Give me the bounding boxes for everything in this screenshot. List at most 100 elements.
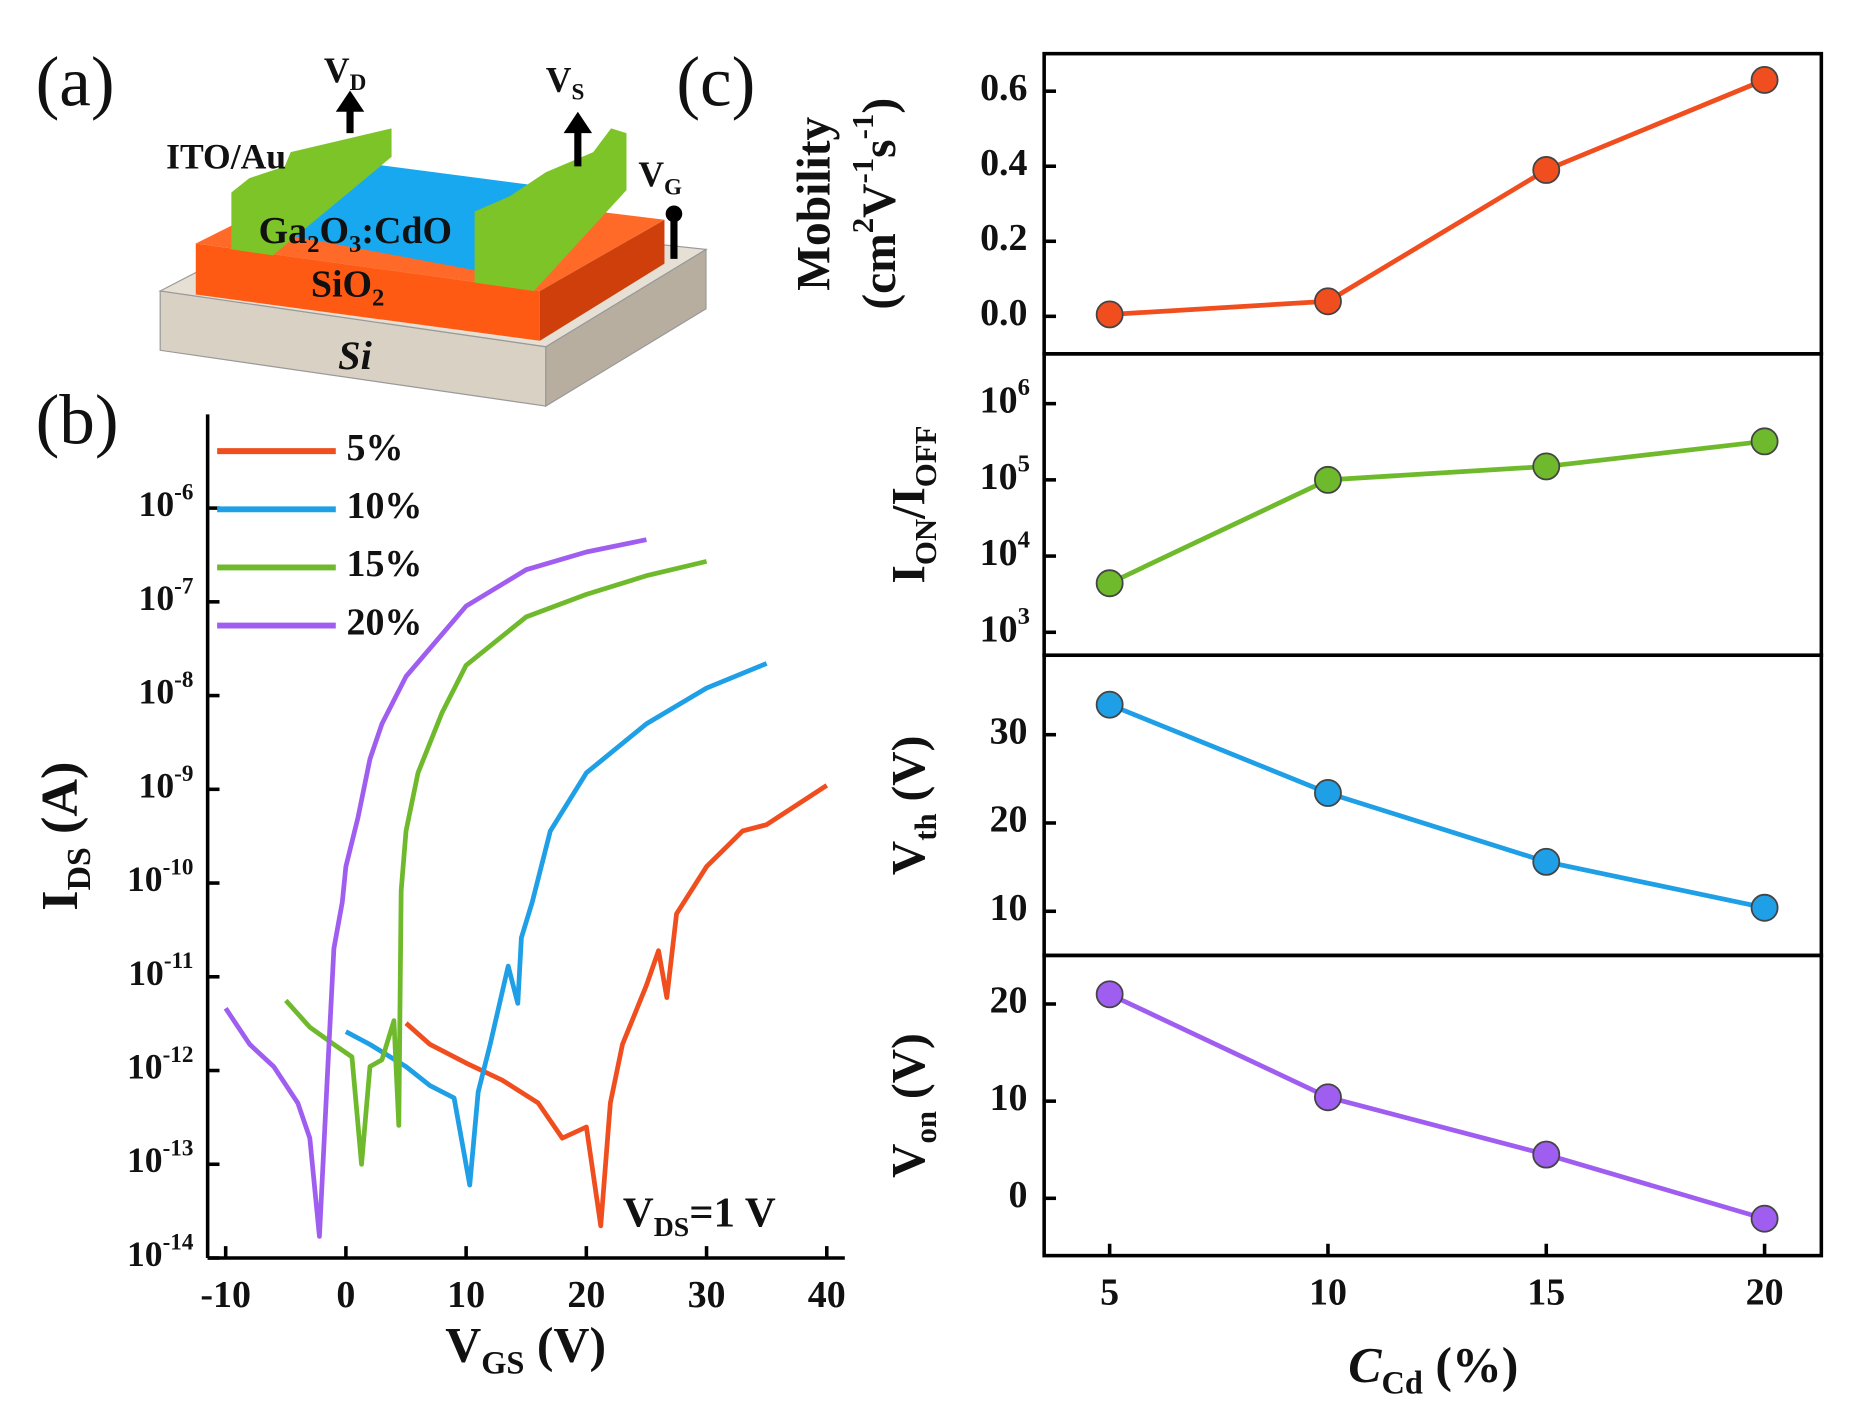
y-axis-title-part: th xyxy=(909,813,943,840)
y-axis-title-part: DS xyxy=(61,847,98,890)
x-axis-title-part: (V) xyxy=(524,1318,606,1373)
tick-exponent: 5 xyxy=(1018,450,1030,477)
tick-base: 10 xyxy=(980,379,1018,421)
y-tick-label: 106 xyxy=(980,374,1030,421)
plot-frame xyxy=(1042,51,1824,356)
y-tick-label: 10-14 xyxy=(127,1230,194,1274)
y-axis-title: Von (V) xyxy=(884,1033,943,1178)
source-arrow-head xyxy=(563,111,593,134)
y-tick-label: 0.2 xyxy=(980,217,1027,259)
tick-base: 10 xyxy=(139,672,175,712)
sio2-front xyxy=(195,243,540,341)
marker xyxy=(1532,156,1561,184)
y-axis-title-part: 2 xyxy=(846,218,880,233)
y-tick-label: 30 xyxy=(990,710,1028,752)
tick-base: 10 xyxy=(128,953,164,993)
channel-label-part: 2 xyxy=(307,231,319,258)
y-axis-title-part: ON xyxy=(909,519,943,565)
x-tick-label: 5 xyxy=(1100,1272,1119,1314)
dielectric-label-part: SiO xyxy=(311,263,372,305)
x-tick-label: -10 xyxy=(200,1274,251,1316)
x-axis-title-part: Cd xyxy=(1382,1366,1423,1402)
series-line xyxy=(1108,438,1765,586)
x-tick-label: 30 xyxy=(688,1274,726,1316)
y-tick-label: 0 xyxy=(1009,1174,1028,1216)
y-axis-title-part: -1 xyxy=(846,114,880,140)
y-axis-title: ION/IOFF xyxy=(884,426,943,584)
channel-label-part: :CdO xyxy=(361,210,452,252)
y-tick-label: 20 xyxy=(990,980,1028,1022)
annotation-part: V xyxy=(623,1189,654,1236)
series-line xyxy=(344,661,768,1188)
y-axis-title-part: V xyxy=(884,1144,936,1178)
y-tick-label: 10-7 xyxy=(139,574,194,618)
x-axis-title-part: C xyxy=(1348,1338,1382,1393)
marker xyxy=(1314,287,1342,316)
tick-exponent: -12 xyxy=(163,1042,194,1068)
tick-base: 10 xyxy=(127,1047,163,1087)
source-label: VS xyxy=(546,59,585,106)
panel-label: (c) xyxy=(676,44,755,122)
annotation-part: =1 V xyxy=(689,1189,776,1236)
y-tick-label: 10-11 xyxy=(128,949,193,993)
channel-label-part: O xyxy=(319,210,349,252)
tick-exponent: -7 xyxy=(174,574,193,600)
y-tick-label: 10-13 xyxy=(127,1136,193,1180)
tick-base: 10 xyxy=(139,484,175,524)
x-axis-title-part: V xyxy=(445,1318,481,1373)
legend-label: 15% xyxy=(346,543,422,585)
annotation-part: DS xyxy=(654,1213,689,1244)
series-line xyxy=(1109,77,1766,317)
tick-exponent: 6 xyxy=(1018,374,1030,401)
tick-exponent: -14 xyxy=(163,1230,194,1256)
channel-label-part: Ga xyxy=(259,210,308,252)
panel-label: (b) xyxy=(36,382,119,460)
tick-exponent: -10 xyxy=(163,855,194,881)
y-axis-title-part: on xyxy=(909,1111,943,1144)
series-line xyxy=(1108,702,1766,911)
plot-frame xyxy=(1042,953,1824,1258)
marker xyxy=(1095,980,1124,1009)
y-tick-label: 104 xyxy=(980,526,1030,573)
series-line xyxy=(404,783,829,1229)
channel-label: Ga2O3:CdO xyxy=(259,210,452,258)
y-tick-label: 20 xyxy=(990,799,1028,841)
y-axis-title-part: -1 xyxy=(846,158,880,184)
y-tick-label: 0.4 xyxy=(980,142,1027,184)
y-axis-title-part: ) xyxy=(854,98,906,114)
y-tick-label: 10 xyxy=(990,1077,1028,1119)
legend-label: 5% xyxy=(346,427,403,469)
y-axis-title-part: s xyxy=(854,139,906,157)
y-axis-title-part: V xyxy=(854,184,906,218)
tick-exponent: -6 xyxy=(174,480,193,506)
drain-electrode xyxy=(231,128,392,256)
annotation: VDS=1 V xyxy=(623,1189,776,1243)
tick-base: 10 xyxy=(980,532,1018,574)
y-tick-label: 10-10 xyxy=(127,855,193,899)
y-tick-label: 10-9 xyxy=(139,761,194,805)
x-axis-title-part: GS xyxy=(481,1346,524,1382)
y-tick-label: 0.6 xyxy=(980,67,1027,109)
y-tick-label: 10-6 xyxy=(139,480,194,524)
marker xyxy=(1750,427,1779,456)
drain-label-part: D xyxy=(350,71,367,97)
tick-exponent: 4 xyxy=(1018,526,1030,553)
tick-base: 10 xyxy=(127,1140,163,1180)
x-tick-label: 15 xyxy=(1527,1272,1565,1314)
plot-frame xyxy=(1042,653,1824,958)
x-tick-label: 10 xyxy=(447,1274,485,1316)
y-tick-label: 10-12 xyxy=(127,1042,193,1086)
plot-frame xyxy=(1042,352,1824,658)
y-axis-title-part: I xyxy=(31,890,89,910)
marker xyxy=(1095,569,1124,598)
y-axis-title: Vth (V) xyxy=(884,736,943,875)
x-axis-title: CCd (%) xyxy=(1348,1338,1518,1402)
tick-exponent: 3 xyxy=(1018,603,1030,630)
y-tick-label: 103 xyxy=(980,603,1030,650)
x-tick-label: 40 xyxy=(808,1274,846,1316)
legend-label: 10% xyxy=(346,485,422,527)
y-tick-label: 105 xyxy=(980,450,1030,497)
y-axis-title-part: (cm xyxy=(854,233,906,309)
device-diagram: (a) ITO/Au Si xyxy=(36,44,708,408)
